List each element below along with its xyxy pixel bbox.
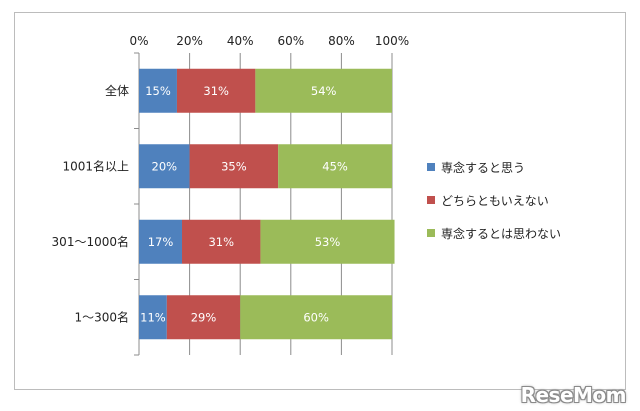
legend-label: 専念するとは思わない bbox=[441, 226, 561, 241]
data-label: 11% bbox=[140, 310, 166, 324]
category-label: 全体 bbox=[105, 83, 129, 98]
category-label: 1001名以上 bbox=[62, 158, 129, 173]
data-label: 53% bbox=[315, 235, 341, 249]
bar-segment bbox=[139, 295, 167, 340]
x-tick-label: 100% bbox=[375, 34, 409, 48]
bar-segment bbox=[176, 68, 256, 113]
legend-swatch bbox=[427, 196, 435, 204]
data-label: 45% bbox=[322, 159, 348, 173]
bar-segment bbox=[260, 219, 395, 264]
legend-swatch bbox=[427, 163, 435, 171]
bar-segment bbox=[166, 295, 241, 340]
data-label: 31% bbox=[208, 235, 234, 249]
legend-label: どちらともいえない bbox=[441, 194, 549, 208]
data-label: 20% bbox=[152, 159, 178, 173]
legend-swatch bbox=[427, 229, 435, 237]
data-label: 54% bbox=[311, 84, 337, 98]
bar-segment bbox=[255, 68, 392, 113]
data-label: 35% bbox=[221, 159, 247, 173]
x-tick-label: 0% bbox=[129, 34, 148, 48]
bar-segment bbox=[240, 295, 392, 340]
bar-segment bbox=[139, 68, 177, 113]
data-label: 31% bbox=[203, 84, 229, 98]
bar-segment bbox=[189, 144, 279, 189]
chart-frame: 0% 20% 40% 60% 80% 100% 全体 15% 31% 54% 1001名以上 20% 3… bbox=[14, 12, 626, 390]
resemom-logo: ReseMom bbox=[520, 383, 627, 407]
x-tick-label: 80% bbox=[328, 34, 355, 48]
legend-label: 専念すると思う bbox=[441, 160, 525, 175]
x-tick-label: 40% bbox=[227, 34, 254, 48]
x-tick-label: 20% bbox=[176, 34, 203, 48]
bar-segment bbox=[139, 219, 183, 264]
data-label: 60% bbox=[303, 310, 329, 324]
bar-segment bbox=[182, 219, 261, 264]
data-label: 17% bbox=[148, 235, 174, 249]
x-tick-label: 60% bbox=[277, 34, 304, 48]
bar-segment bbox=[278, 144, 392, 189]
data-label: 15% bbox=[145, 84, 171, 98]
category-label: 1～300名 bbox=[74, 309, 129, 324]
data-label: 29% bbox=[191, 310, 217, 324]
bar-segment bbox=[139, 144, 190, 189]
category-label: 301～1000名 bbox=[52, 234, 129, 249]
stacked-bar-chart: 0% 20% 40% 60% 80% 100% 全体 15% 31% 54% 1001名以上 20% 3… bbox=[52, 34, 561, 356]
